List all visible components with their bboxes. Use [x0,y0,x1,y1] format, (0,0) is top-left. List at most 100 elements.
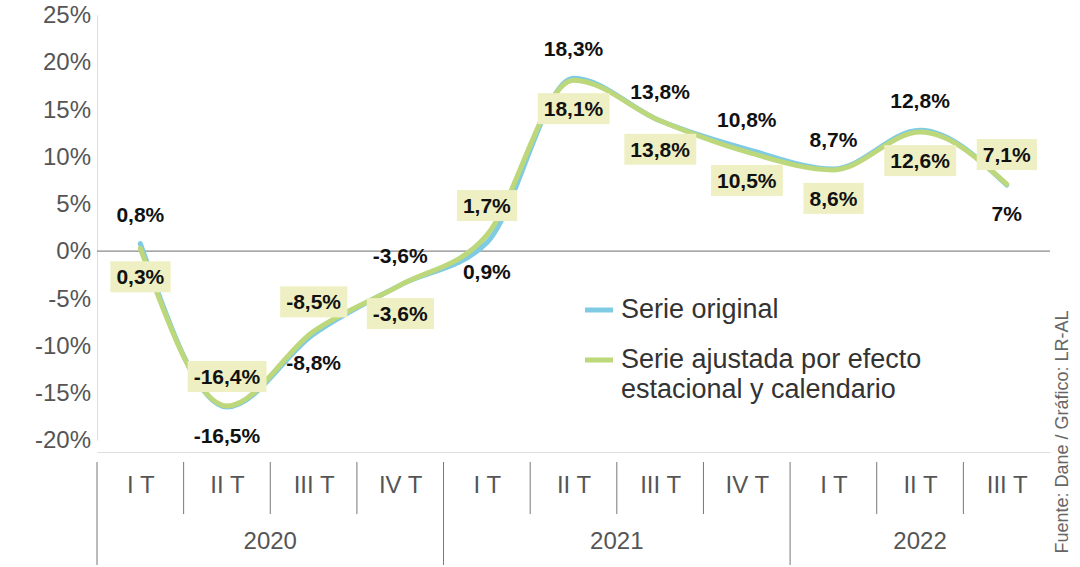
data-label: 10,8% [717,108,777,131]
y-tick: 20% [43,48,97,75]
y-tick-label: -15% [35,379,91,406]
x-tick-label: II T [210,471,245,498]
data-labels: 0,8% 0,3% -16,5% -16,4% -8,8% -8,5% -3,6% -3,6%… [110,37,1037,447]
x-tick-label: I T [820,471,848,498]
x-tick: II T [210,452,245,498]
category-separator [963,462,964,514]
data-label-group: 12,6% [884,145,956,176]
y-tick: 0% [56,237,97,264]
year-label: 2020 [244,527,297,554]
data-label-group: 7% [992,202,1023,225]
data-label: 0,3% [116,265,164,288]
x-tick-label: I T [127,471,155,498]
y-tick-label: 10% [43,143,91,170]
x-tick: I T [127,452,155,498]
legend-label: Serie ajustada por efectoestacional y ca… [621,344,921,404]
data-label-group: 10,5% [711,165,783,196]
data-label-group: -8,5% [280,286,347,317]
x-tick-label: III T [987,471,1028,498]
x-tick-label: III T [640,471,681,498]
data-label: -3,6% [373,244,428,267]
x-tick: II T [557,452,592,498]
legend: Serie original Serie ajustada por efectoe… [585,294,921,404]
data-label-group: -16,5% [194,424,261,447]
data-label: 7,1% [983,143,1031,166]
year-separator [97,462,98,565]
data-label-box [977,139,1037,170]
y-tick-label: 25% [43,1,91,28]
y-tick: -15% [35,379,97,406]
data-label-group: 12,8% [890,89,950,112]
data-label: -16,4% [194,365,261,388]
category-separator [703,462,704,514]
data-label: -3,6% [373,302,428,325]
plot-lines [140,78,1006,407]
x-tick-label: II T [557,471,592,498]
data-label: 0,9% [463,260,511,283]
data-label-group: 18,3% [544,37,604,60]
data-label: 13,8% [630,80,690,103]
y-tick-label: 5% [56,190,91,217]
data-label: 0,8% [116,203,164,226]
data-label: 12,8% [890,89,950,112]
category-separator [530,462,531,514]
x-axis: I TII TIII TIV TI TII TIII TIV TI TII TI… [98,452,1051,498]
y-axis-line [97,16,98,441]
data-label-group: 0,3% [110,261,170,292]
data-label: 18,1% [544,97,604,120]
x-tick: IV T [725,452,769,498]
data-label-group: 1,7% [457,190,517,221]
data-label-group: -3,6% [373,244,428,267]
legend-label: Serie original [621,294,779,324]
year-label: 2022 [893,527,946,554]
data-label-box [367,298,434,329]
x-tick: III T [640,452,681,498]
data-label-group: 18,1% [538,93,610,124]
y-tick-label: -20% [35,426,91,453]
x-axis-line [98,452,1051,453]
y-tick-label: -5% [48,285,91,312]
data-label-group: 8,7% [809,128,857,151]
data-label-group: 13,8% [624,134,696,165]
data-label-group: -3,6% [367,298,434,329]
data-label: 12,6% [890,149,950,172]
y-tick: 25% [43,1,97,28]
data-label-group: 7,1% [977,139,1037,170]
category-separator [270,462,271,514]
y-axis: -20% -15% -10% -5% 0% 5% 10% 15% 20% 25% [35,1,98,453]
separators [97,462,963,565]
legend-swatch [585,358,613,363]
data-label: -8,5% [286,290,341,313]
x-tick: I T [820,452,848,498]
data-label-box [457,190,517,221]
y-tick-label: 15% [43,96,91,123]
data-label-box [624,134,696,165]
data-label-box [280,286,347,317]
x-tick-label: IV T [379,471,423,498]
x-tick: III T [987,452,1028,498]
x-tick-label: II T [903,471,938,498]
y-tick-label: 20% [43,48,91,75]
data-label-box [110,261,170,292]
y-tick: -20% [35,426,97,453]
category-separator [876,462,877,514]
category-separator [183,462,184,514]
data-label-group: 10,8% [717,108,777,131]
y-tick: -5% [48,285,97,312]
y-tick-label: 0% [56,237,91,264]
data-label-group: 0,9% [463,260,511,283]
data-label: -8,8% [286,351,341,374]
data-label-box [711,165,783,196]
chart: -20% -15% -10% -5% 0% 5% 10% 15% 20% 25% I T II T II… [0,0,1080,567]
data-label-box [803,183,863,214]
x-tick: IV T [379,452,423,498]
data-label-box [538,93,610,124]
data-label-group: 8,6% [803,183,863,214]
series-line [140,80,1006,406]
y-tick: -10% [35,332,97,359]
data-label: 8,6% [809,187,857,210]
data-label: 10,5% [717,169,777,192]
x-tick: II T [903,452,938,498]
year-separator [790,462,791,565]
data-label: 1,7% [463,194,511,217]
